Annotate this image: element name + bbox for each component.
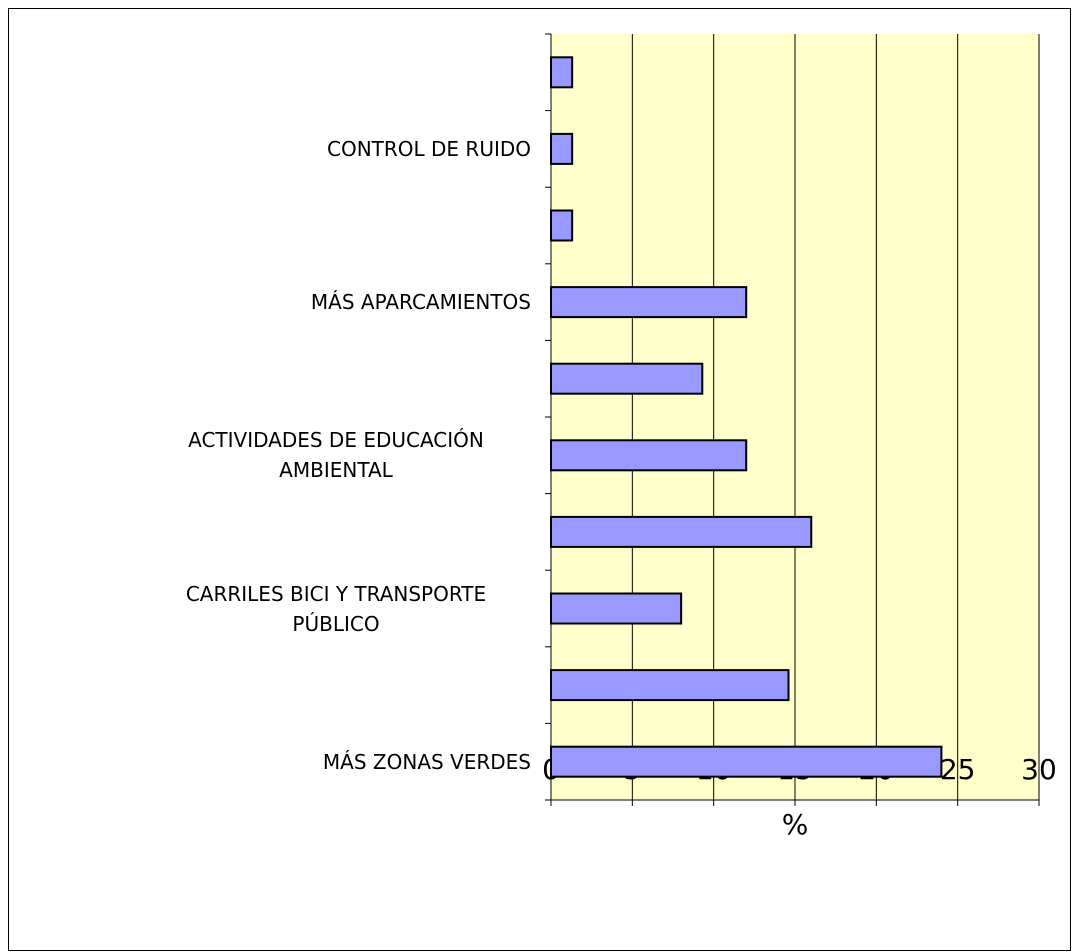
y-tick-label: MÁS APARCAMIENTOS: [310, 290, 531, 315]
bar: [550, 56, 574, 89]
y-tick-label: MÁS ZONAS VERDES: [322, 749, 531, 774]
x-tick-label: 30: [1021, 753, 1057, 786]
y-tick-label: CONTROL DE RUIDO: [327, 136, 531, 161]
y-tick-label: ACTIVIDADES DE EDUCACIÓN AMBIENTAL: [188, 428, 484, 483]
bar: [550, 286, 748, 319]
bar: [550, 209, 574, 242]
bar: [550, 669, 790, 702]
bar: [550, 362, 704, 395]
x-tick-label: 25: [940, 753, 976, 786]
bar: [550, 745, 943, 778]
bar: [550, 439, 748, 472]
bar: [550, 592, 683, 625]
y-tick-label: CARRILES BICI Y TRANSPORTE PÚBLICO: [185, 581, 487, 636]
bar: [550, 132, 574, 165]
x-axis-label: %: [782, 808, 809, 841]
bar: [550, 515, 813, 548]
